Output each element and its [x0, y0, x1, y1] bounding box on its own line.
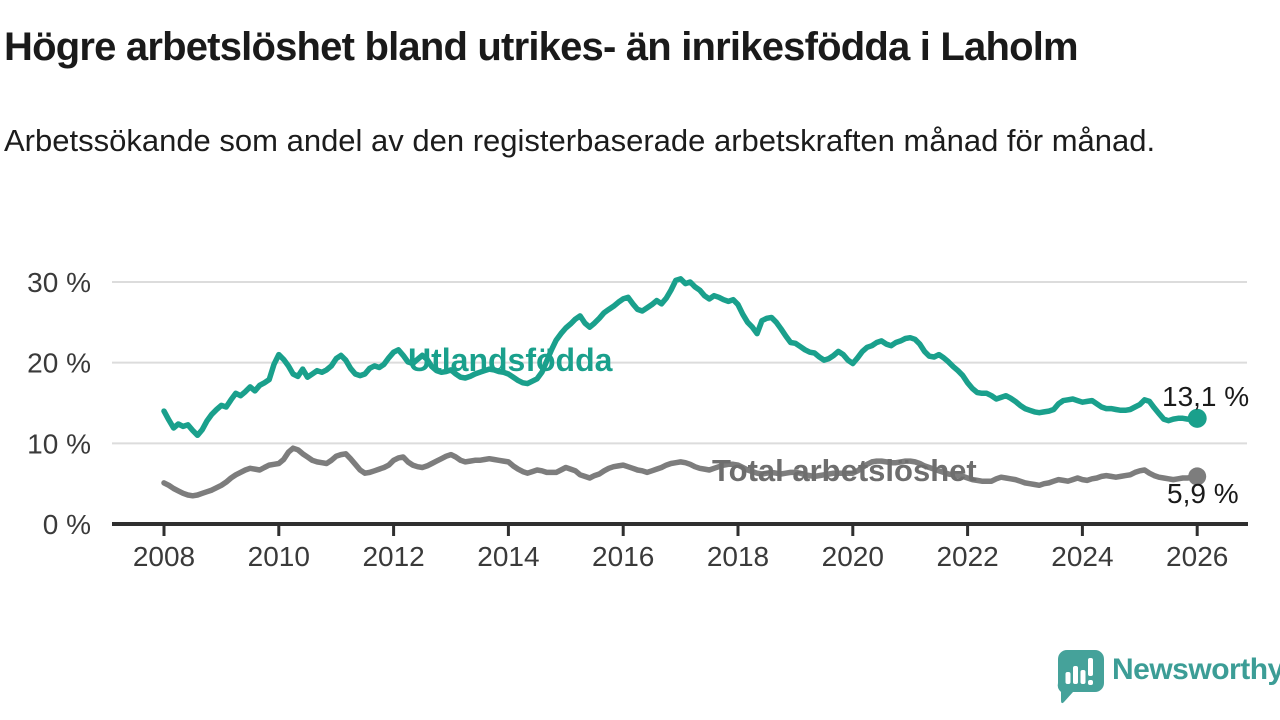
series-label-total: Total arbetslöshet	[712, 453, 977, 488]
chart-subtitle: Arbetssökande som andel av den registerb…	[4, 123, 1156, 158]
x-tick-label: 2012	[362, 541, 424, 572]
x-tick-label: 2014	[477, 541, 539, 572]
series-end-dot-utlandsfodda	[1187, 408, 1207, 428]
x-tick-label: 2008	[133, 541, 195, 572]
newsworthy-speech-bubble-bar-chart-icon	[1057, 650, 1104, 704]
newsworthy-logo: Newsworthy	[1053, 648, 1280, 708]
y-tick-label: 20 %	[27, 348, 91, 379]
series-line-total	[161, 445, 1200, 499]
newsworthy-logo-text: Newsworthy	[1112, 653, 1280, 686]
y-tick-label: 30 %	[27, 267, 91, 298]
x-tick-label: 2010	[248, 541, 310, 572]
series-label-utlandsfodda: Utlandsfödda	[408, 342, 613, 378]
end-value-label-utlandsfodda: 13,1 %	[1162, 381, 1249, 412]
x-tick-label: 2024	[1051, 541, 1113, 572]
x-tick-label: 2018	[707, 541, 769, 572]
y-tick-label: 10 %	[27, 428, 91, 459]
bar-chart-glyph	[1065, 658, 1093, 685]
x-tick-label: 2022	[936, 541, 998, 572]
series-line-utlandsfodda	[161, 276, 1200, 439]
y-tick-label: 0 %	[43, 509, 91, 540]
x-tick-label: 2016	[592, 541, 654, 572]
x-tick-label: 2026	[1166, 541, 1228, 572]
series-end-dot-total	[1188, 467, 1207, 486]
x-tick-label: 2020	[822, 541, 884, 572]
page-title: Högre arbetslöshet bland utrikes- än inr…	[4, 25, 1079, 69]
end-value-label-total: 5,9 %	[1167, 478, 1239, 509]
